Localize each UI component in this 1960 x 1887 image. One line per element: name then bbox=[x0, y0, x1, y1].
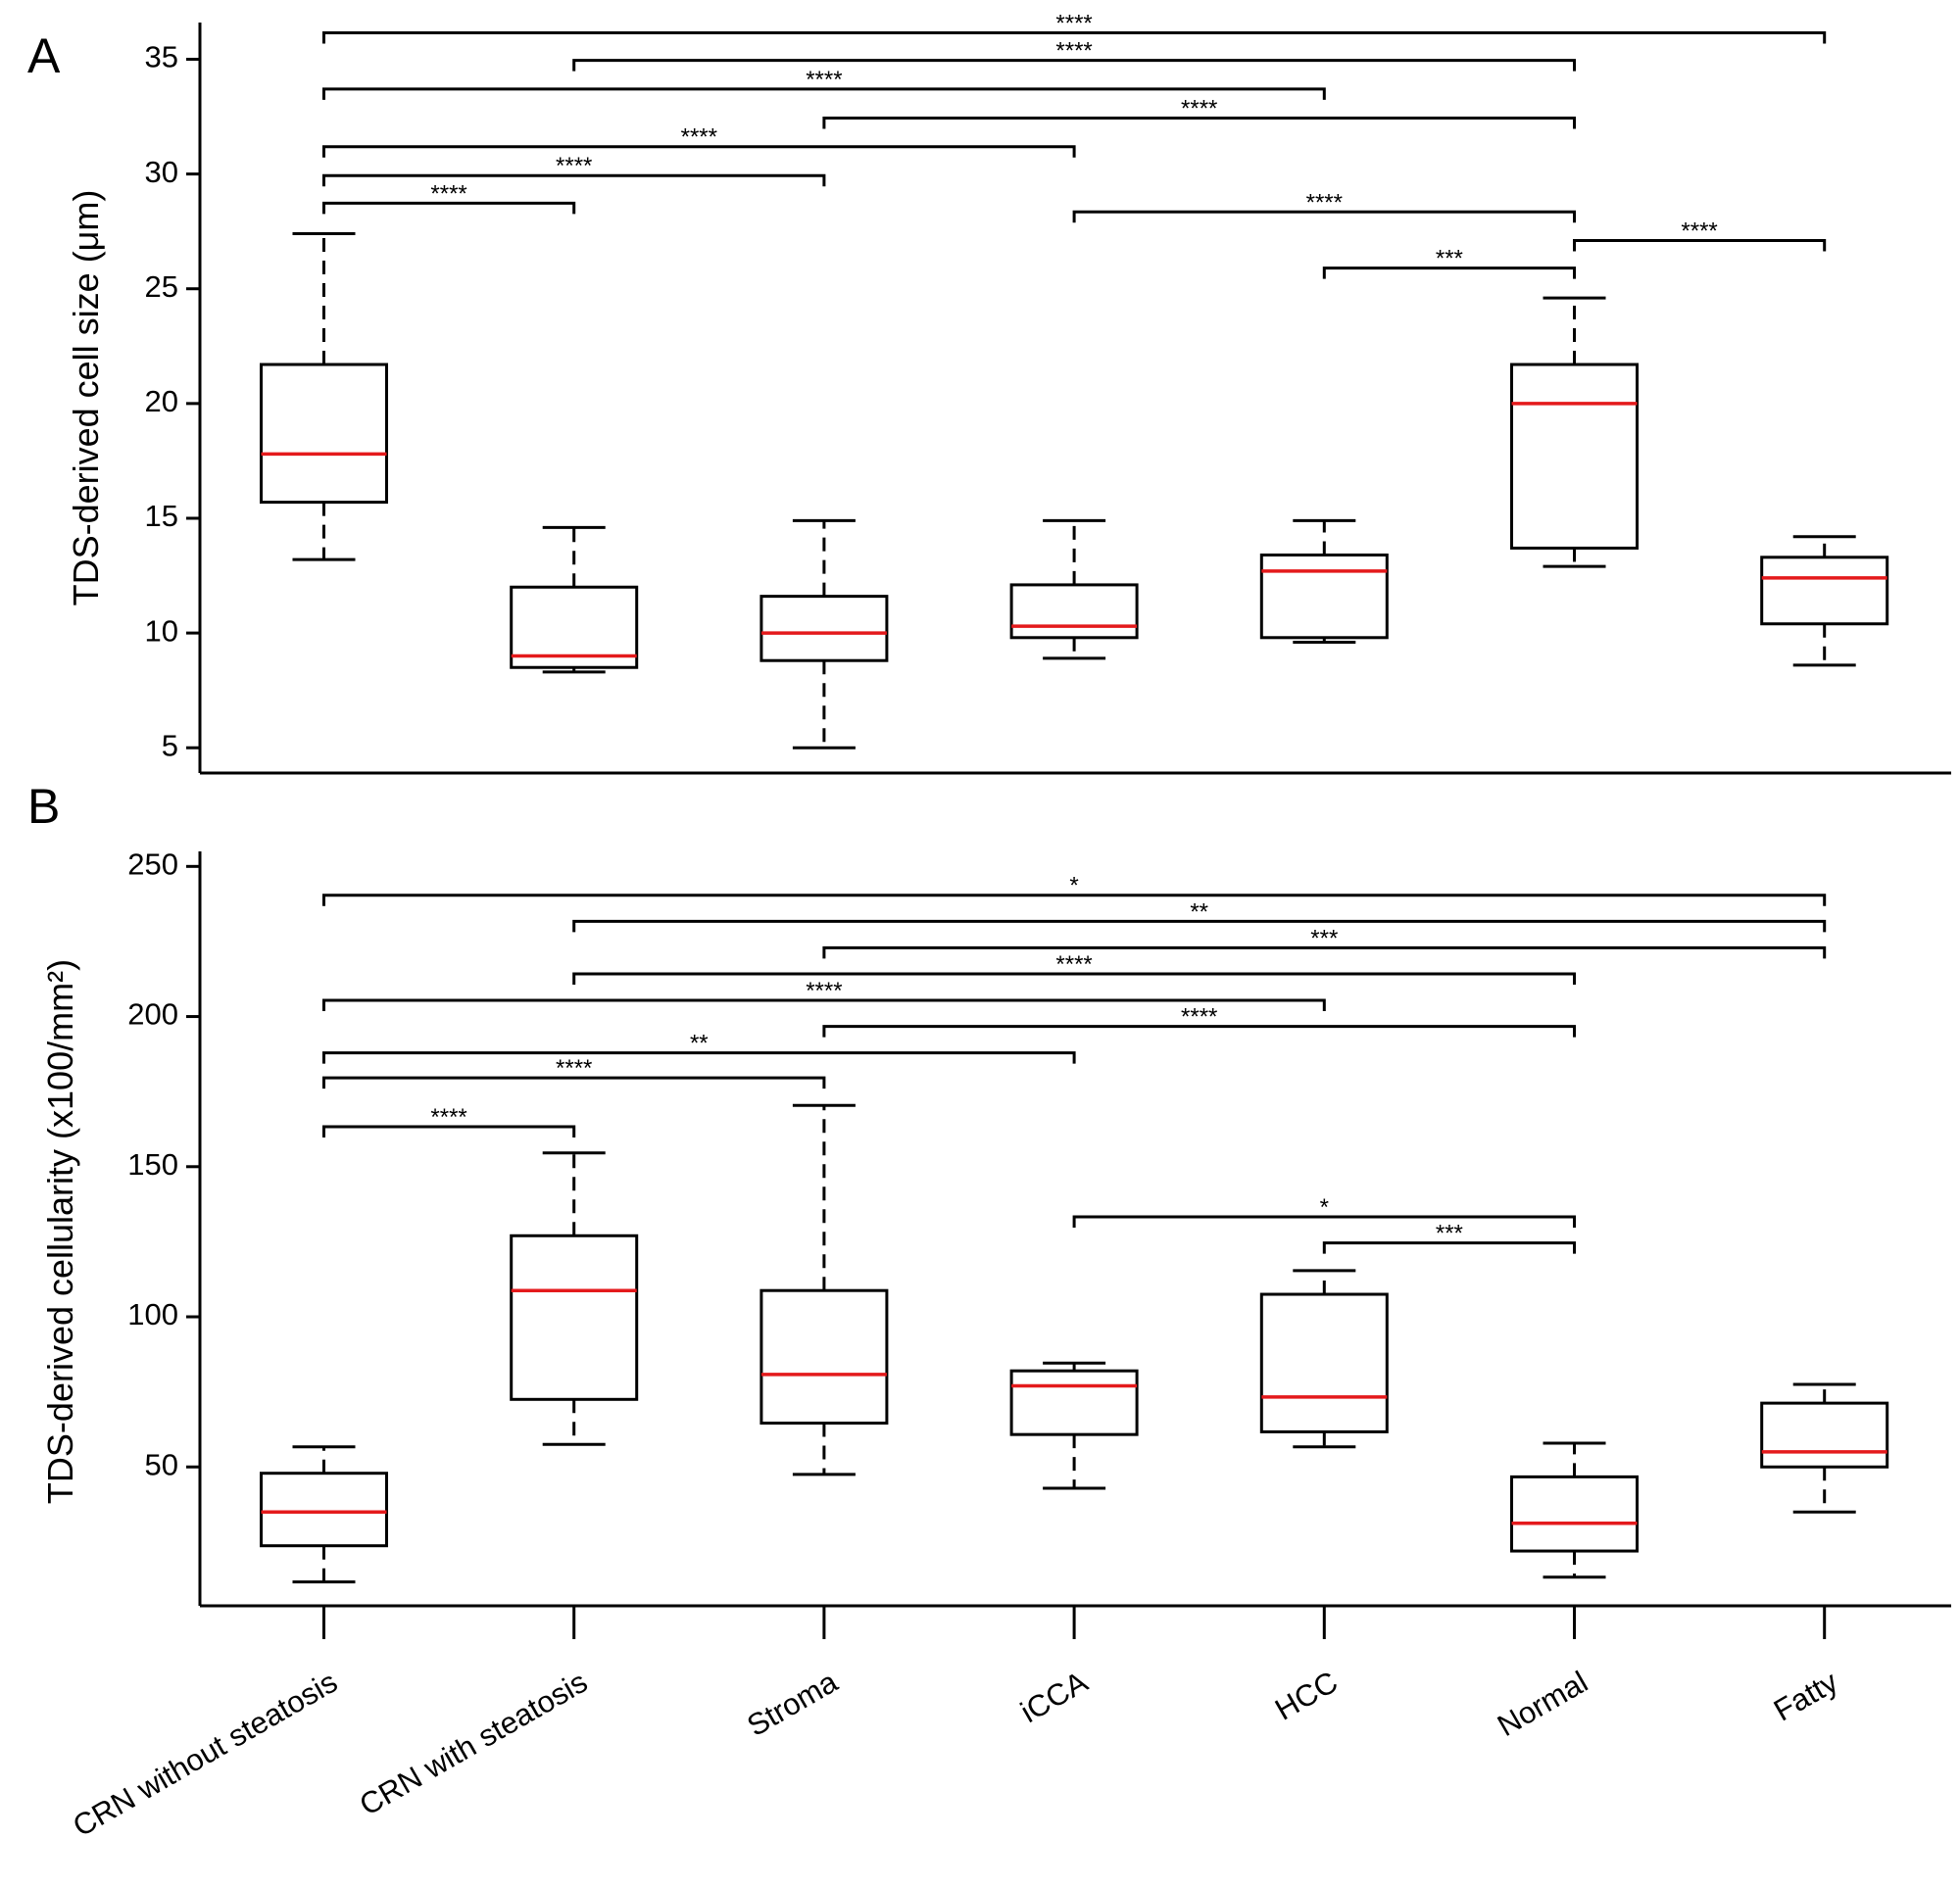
x-tick-label: CRN without steatosis bbox=[67, 1665, 343, 1844]
significance-bracket bbox=[572, 972, 1576, 986]
significance-bracket bbox=[822, 945, 1827, 959]
y-axis-label: TDS-derived cellularity (x100/mm²) bbox=[40, 959, 80, 1504]
significance-label: **** bbox=[806, 978, 842, 1004]
significance-label: *** bbox=[1436, 1221, 1463, 1247]
significance-label: **** bbox=[1181, 1004, 1217, 1031]
significance-label: ** bbox=[690, 1031, 709, 1057]
box bbox=[1009, 583, 1139, 640]
box bbox=[510, 1234, 639, 1401]
box bbox=[510, 585, 639, 669]
significance-bracket bbox=[322, 31, 1827, 44]
y-tick-label: 35 bbox=[145, 40, 178, 74]
significance-label: **** bbox=[681, 124, 717, 151]
y-tick-label: 100 bbox=[127, 1297, 178, 1331]
box bbox=[1259, 1292, 1389, 1433]
significance-label: **** bbox=[556, 153, 592, 179]
significance-bracket bbox=[322, 1076, 826, 1089]
y-tick-label: 20 bbox=[145, 384, 178, 418]
significance-label: * bbox=[1320, 1194, 1329, 1221]
box bbox=[760, 595, 889, 662]
significance-bracket bbox=[822, 116, 1576, 129]
y-tick-label: 5 bbox=[162, 728, 178, 762]
significance-bracket bbox=[1573, 239, 1827, 252]
significance-label: **** bbox=[806, 67, 842, 93]
box bbox=[260, 1472, 388, 1548]
significance-label: **** bbox=[1055, 951, 1092, 978]
significance-bracket bbox=[322, 173, 826, 187]
significance-bracket bbox=[322, 1051, 1076, 1064]
y-tick-label: 200 bbox=[127, 997, 178, 1032]
significance-label: ** bbox=[1190, 898, 1208, 925]
box bbox=[760, 1288, 889, 1426]
box bbox=[1760, 1401, 1889, 1469]
y-tick-label: 30 bbox=[145, 155, 178, 189]
x-tick-label: Stroma bbox=[741, 1664, 844, 1743]
significance-bracket bbox=[322, 201, 576, 215]
significance-bracket bbox=[322, 87, 1326, 100]
significance-label: *** bbox=[1310, 925, 1338, 951]
significance-label: **** bbox=[430, 180, 466, 207]
significance-bracket bbox=[1322, 266, 1576, 279]
panel-label: A bbox=[27, 28, 61, 83]
significance-bracket bbox=[1322, 1241, 1576, 1254]
y-tick-label: 25 bbox=[145, 269, 178, 304]
box bbox=[1510, 1475, 1639, 1553]
x-tick-label: iCCA bbox=[1014, 1665, 1093, 1730]
panel-label: B bbox=[27, 779, 60, 834]
y-tick-label: 150 bbox=[127, 1147, 178, 1182]
significance-label: **** bbox=[1306, 189, 1343, 216]
y-tick-label: 15 bbox=[145, 499, 178, 533]
x-tick-label: Normal bbox=[1492, 1665, 1593, 1743]
box bbox=[1259, 553, 1389, 640]
significance-label: **** bbox=[556, 1055, 592, 1082]
significance-bracket bbox=[322, 145, 1076, 158]
significance-bracket bbox=[572, 919, 1827, 933]
box bbox=[1009, 1369, 1139, 1436]
box bbox=[260, 363, 388, 505]
significance-bracket bbox=[822, 1025, 1576, 1038]
significance-bracket bbox=[572, 59, 1576, 72]
significance-bracket bbox=[1072, 1215, 1576, 1228]
y-tick-label: 10 bbox=[145, 613, 178, 648]
significance-label: **** bbox=[430, 1104, 466, 1131]
y-axis-label: TDS-derived cell size (μm) bbox=[66, 190, 106, 606]
x-tick-label: CRN with steatosis bbox=[354, 1665, 593, 1822]
significance-label: **** bbox=[1055, 38, 1092, 65]
significance-label: **** bbox=[1181, 95, 1217, 121]
significance-bracket bbox=[322, 1125, 576, 1138]
x-tick-label: HCC bbox=[1269, 1665, 1344, 1727]
y-tick-label: 250 bbox=[127, 847, 178, 882]
significance-label: *** bbox=[1436, 246, 1463, 272]
significance-bracket bbox=[1072, 210, 1576, 223]
significance-label: **** bbox=[1055, 11, 1092, 37]
box bbox=[1510, 363, 1639, 550]
x-tick-label: Fatty bbox=[1768, 1665, 1844, 1728]
significance-bracket bbox=[322, 998, 1326, 1012]
y-tick-label: 50 bbox=[145, 1447, 178, 1481]
significance-label: * bbox=[1069, 873, 1078, 899]
box bbox=[1760, 556, 1889, 626]
significance-bracket bbox=[322, 894, 1827, 906]
significance-label: **** bbox=[1681, 218, 1717, 245]
